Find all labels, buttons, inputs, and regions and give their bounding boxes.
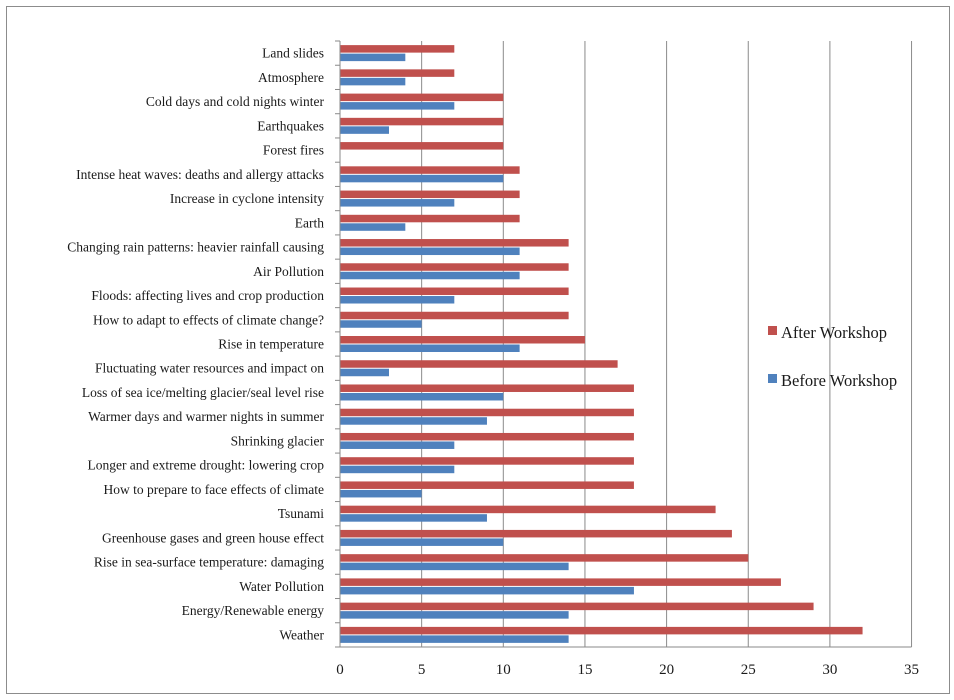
category-label: Longer and extreme drought: lowering cro… (87, 458, 324, 473)
category-label: Water Pollution (239, 579, 324, 594)
x-tick-label-25: 25 (741, 662, 756, 678)
bar-before-1 (340, 611, 569, 619)
x-tick-labels: 0 5 10 15 20 25 30 35 (336, 662, 919, 678)
category-label: Air Pollution (253, 264, 324, 279)
bar-after-0 (340, 626, 863, 635)
bar-after-17 (340, 214, 520, 223)
bar-before-9 (340, 417, 487, 425)
category-label: Forest fires (263, 143, 324, 158)
bar-before-3 (340, 562, 569, 571)
legend-swatch-after (768, 326, 777, 335)
bar-after-14 (340, 287, 569, 296)
bar-after-18 (340, 190, 520, 199)
category-label: How to prepare to face effects of climat… (103, 482, 324, 497)
category-label: Earth (295, 215, 324, 230)
category-label: How to adapt to effects of climate chang… (93, 312, 324, 327)
category-label: Rise in temperature (218, 337, 324, 352)
bar-before-6 (340, 489, 422, 498)
bar-after-11 (340, 360, 618, 368)
legend-label-before: Before Workshop (781, 371, 897, 390)
bar-before-18 (340, 199, 455, 207)
bar-after-22 (340, 93, 504, 102)
bar-before-2 (340, 586, 634, 595)
category-label: Warmer days and warmer nights in summer (88, 409, 324, 424)
category-labels: Weather Energy/Renewable energy Water Poll… (67, 46, 324, 643)
bar-after-15 (340, 263, 569, 271)
bar-before-22 (340, 102, 455, 110)
x-tick-label-35: 35 (904, 662, 919, 678)
bar-after-9 (340, 408, 634, 417)
category-label: Earthquakes (257, 118, 324, 133)
category-label: Tsunami (278, 506, 325, 521)
x-tick-label-15: 15 (577, 662, 592, 678)
bar-after-10 (340, 384, 634, 392)
bar-before-15 (340, 271, 520, 280)
bars (340, 45, 863, 643)
bar-after-13 (340, 311, 569, 320)
legend: After Workshop Before Workshop (768, 323, 897, 390)
x-tick-label-10: 10 (496, 662, 511, 678)
bar-before-8 (340, 441, 455, 449)
category-label: Changing rain patterns: heavier rainfall… (67, 240, 324, 255)
bar-after-2 (340, 578, 781, 586)
category-label: Rise in sea-surface temperature: damagin… (94, 555, 324, 570)
bar-after-12 (340, 336, 585, 344)
x-tick-label-20: 20 (659, 662, 674, 678)
bar-before-13 (340, 320, 422, 328)
bar-after-7 (340, 457, 634, 465)
bar-before-5 (340, 514, 487, 522)
category-label: Weather (279, 627, 324, 642)
legend-label-after: After Workshop (781, 323, 887, 342)
horizontal-bar-chart: Weather Energy/Renewable energy Water Poll… (67, 40, 919, 678)
category-label: Cold days and cold nights winter (146, 94, 325, 109)
bar-after-19 (340, 166, 520, 174)
category-label: Loss of sea ice/melting glacier/seal lev… (82, 385, 324, 400)
bar-before-16 (340, 247, 520, 256)
category-label: Shrinking glacier (231, 433, 325, 448)
x-tick-label-30: 30 (822, 662, 837, 678)
bar-before-7 (340, 465, 455, 474)
chart-frame: Weather Energy/Renewable energy Water Poll… (6, 6, 950, 694)
bar-after-5 (340, 505, 716, 514)
category-label: Greenhouse gases and green house effect (102, 530, 324, 545)
bar-after-20 (340, 142, 504, 150)
bar-after-6 (340, 481, 634, 489)
gridlines (421, 41, 913, 647)
category-label: Increase in cyclone intensity (170, 191, 324, 206)
bar-before-12 (340, 344, 520, 352)
category-label: Energy/Renewable energy (182, 603, 325, 618)
x-tick-label-5: 5 (418, 662, 426, 678)
bar-before-14 (340, 296, 455, 304)
bar-after-23 (340, 69, 455, 77)
bar-after-8 (340, 432, 634, 441)
bar-before-24 (340, 53, 406, 62)
bar-after-1 (340, 602, 814, 611)
bar-after-16 (340, 239, 569, 247)
bar-before-19 (340, 174, 504, 183)
bar-before-23 (340, 77, 406, 86)
bar-after-21 (340, 117, 504, 126)
x-tick-label-0: 0 (336, 662, 344, 678)
category-label: Floods: affecting lives and crop product… (91, 288, 324, 303)
category-label: Land slides (262, 46, 324, 61)
axes (335, 40, 912, 648)
legend-swatch-before (768, 374, 777, 383)
category-label: Atmosphere (258, 70, 324, 85)
bar-before-4 (340, 538, 504, 546)
category-label: Fluctuating water resources and impact o… (95, 361, 324, 376)
bar-after-24 (340, 45, 455, 53)
bar-after-4 (340, 529, 732, 538)
bar-after-3 (340, 554, 749, 562)
bar-before-21 (340, 126, 389, 134)
category-label: Intense heat waves: deaths and allergy a… (76, 167, 324, 182)
bar-before-17 (340, 223, 406, 231)
bar-before-11 (340, 368, 389, 377)
bar-before-10 (340, 392, 504, 401)
bar-before-0 (340, 635, 569, 643)
